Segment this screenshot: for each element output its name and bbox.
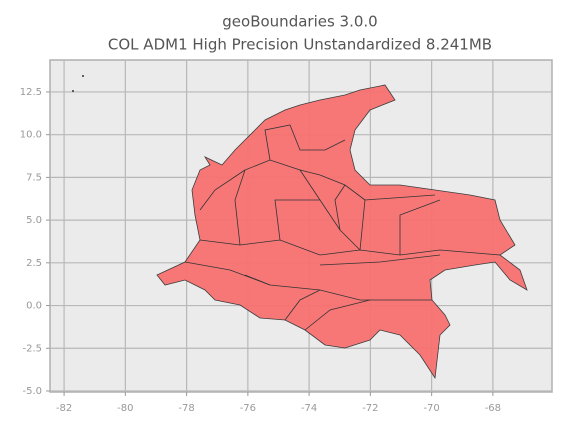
- island: [72, 90, 74, 92]
- x-tick-label: -80: [117, 403, 133, 414]
- x-tick-label: -70: [423, 403, 439, 414]
- y-tick-label: 12.5: [20, 87, 42, 98]
- region-borders: [184, 124, 501, 331]
- x-tick-label: -72: [362, 403, 378, 414]
- y-tick-label: -5.0: [22, 386, 42, 397]
- x-tick-label: -76: [240, 403, 256, 414]
- chart-title: geoBoundaries 3.0.0: [222, 13, 377, 31]
- x-tick-label: -78: [178, 403, 194, 414]
- chart-subtitle: COL ADM1 High Precision Unstandardized 8…: [108, 36, 492, 54]
- y-tick-label: 2.5: [26, 258, 42, 269]
- x-tick-label: -82: [56, 403, 72, 414]
- x-tick-label: -68: [485, 403, 501, 414]
- y-tick-label: 10.0: [20, 130, 42, 141]
- map-shape: [72, 75, 528, 380]
- island: [82, 75, 84, 77]
- y-tick-label: 0.0: [26, 301, 42, 312]
- y-tick-label: -2.5: [22, 343, 42, 354]
- y-tick-label: 7.5: [26, 172, 42, 183]
- y-tick-label: 5.0: [26, 215, 42, 226]
- x-tick-label: -74: [301, 403, 317, 414]
